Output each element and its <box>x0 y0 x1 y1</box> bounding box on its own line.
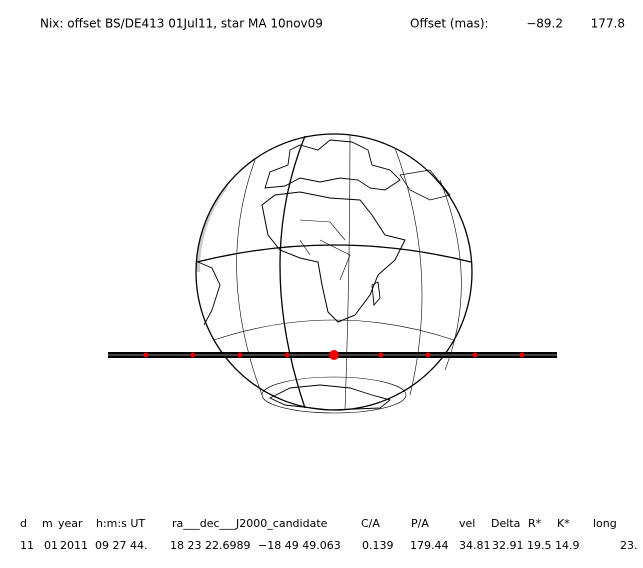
cell: 09 27 44. <box>95 539 147 552</box>
column-header: year <box>58 517 83 530</box>
cell: 18 23 22.6989 <box>170 539 250 552</box>
cell: 01 <box>44 539 58 552</box>
cell: 0.139 <box>362 539 394 552</box>
cell: 34.81 <box>459 539 491 552</box>
cell: 2011 <box>60 539 88 552</box>
cell: 19.5 <box>527 539 552 552</box>
column-header: long <box>593 517 617 530</box>
globe <box>195 133 473 414</box>
column-header: P/A <box>411 517 429 530</box>
column-header: vel <box>459 517 475 530</box>
title: Nix: offset BS/DE413 01Jul11, star MA 10… <box>40 17 323 31</box>
cell: 179.44 <box>410 539 449 552</box>
column-header: ra___dec___J2000_candidate <box>172 517 328 530</box>
cell: 11 <box>20 539 34 552</box>
event-table: d m year h:m:s UT ra___dec___J2000_candidate… <box>20 517 638 552</box>
offset-label: Offset (mas): <box>410 17 489 31</box>
column-header: m <box>42 517 53 530</box>
column-header: h:m:s UT <box>96 517 145 530</box>
cell: 23. <box>620 539 638 552</box>
cell: 14.9 <box>555 539 580 552</box>
cell: −18 49 49.063 <box>258 539 341 552</box>
offset-ra: −89.2 <box>526 17 563 31</box>
offset-dec: 177.8 <box>591 17 625 31</box>
column-header: R* <box>528 517 542 530</box>
column-header: K* <box>557 517 570 530</box>
shadow-path <box>108 350 557 360</box>
column-header: Delta <box>491 517 520 530</box>
column-header: C/A <box>361 517 380 530</box>
column-header: d <box>20 517 27 530</box>
cell: 32.91 <box>492 539 524 552</box>
